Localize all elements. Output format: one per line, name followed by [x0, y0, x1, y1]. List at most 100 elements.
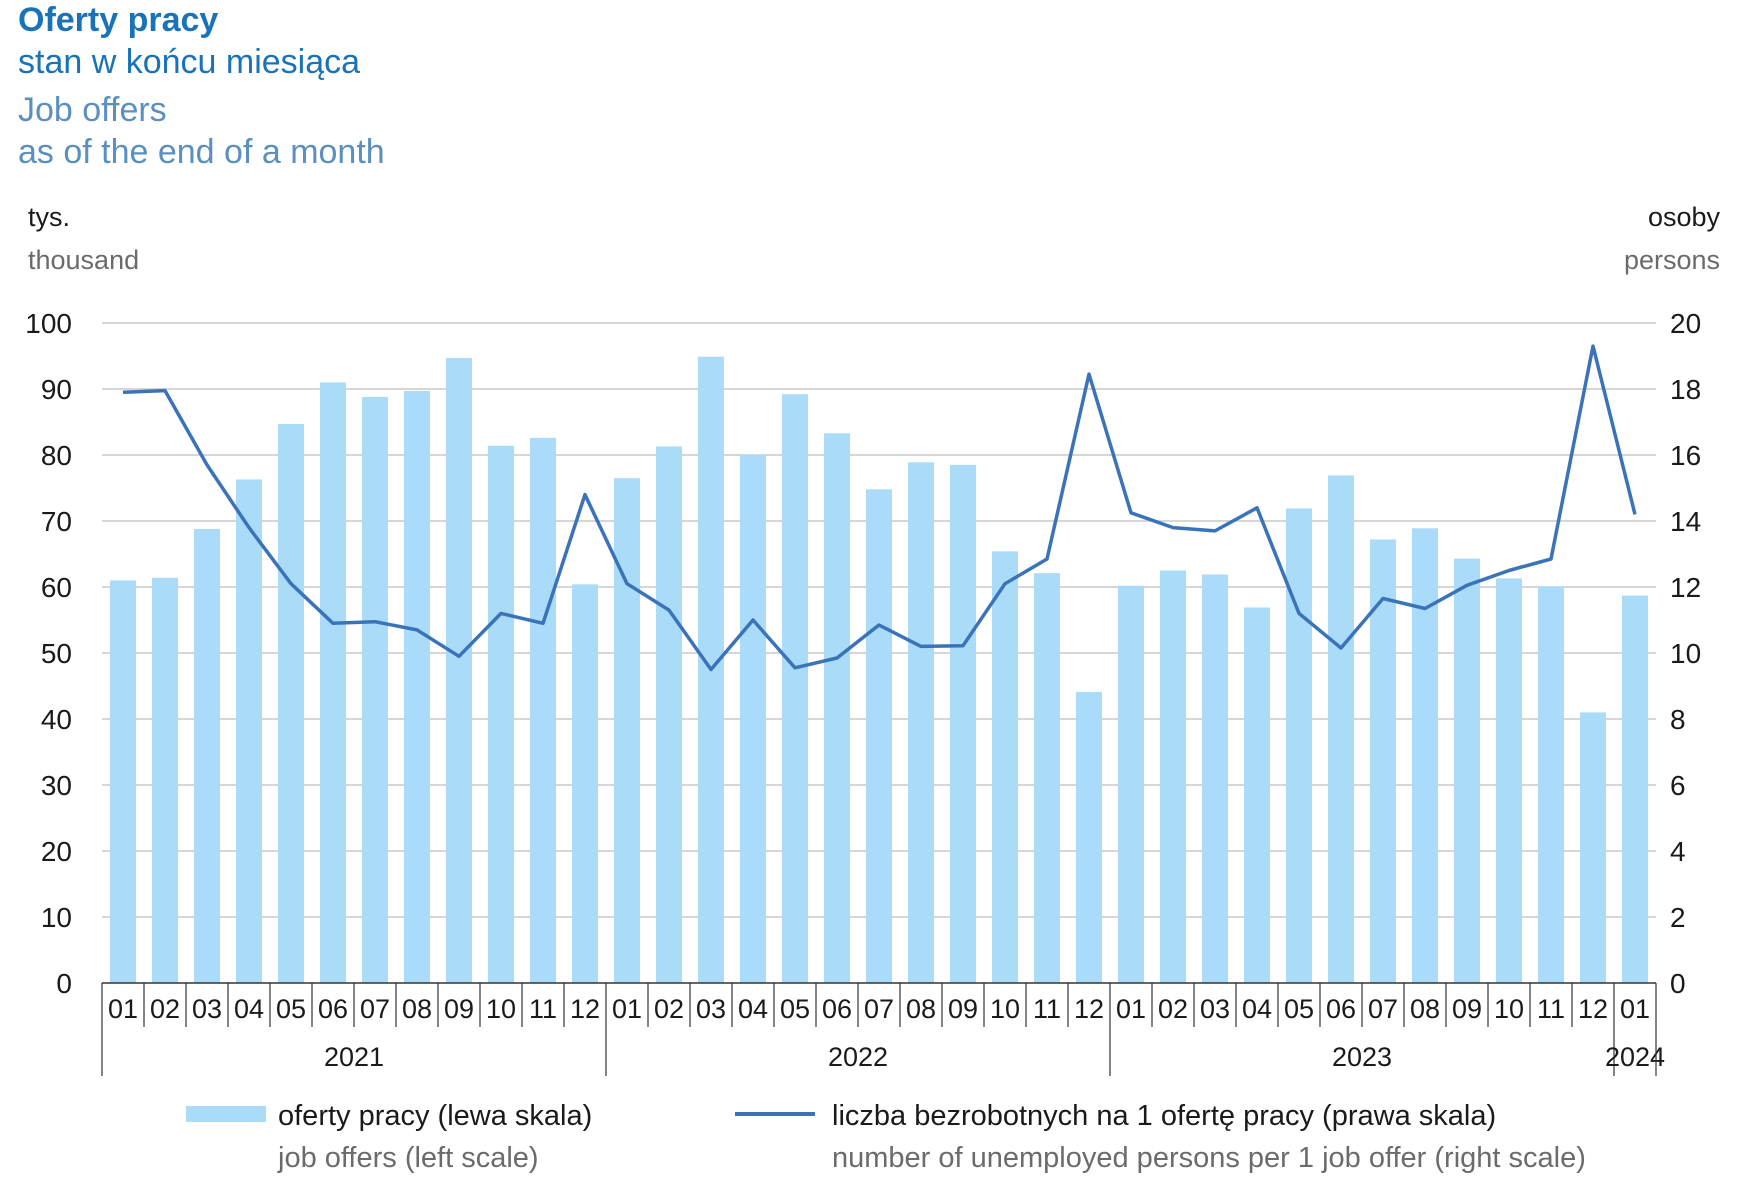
bar	[655, 446, 683, 983]
category-label: 04	[738, 994, 768, 1024]
right-axis-tick-label: 10	[1670, 638, 1701, 669]
left-axis-tick-label: 30	[41, 770, 72, 801]
chart-subtitle-en: as of the end of a month	[18, 133, 385, 171]
bar	[1579, 712, 1607, 983]
right-axis-unit-pl: osoby	[1647, 202, 1720, 232]
left-axis-tick-label: 70	[41, 506, 72, 537]
category-label: 07	[360, 994, 390, 1024]
category-label: 03	[696, 994, 726, 1024]
category-label: 07	[1368, 994, 1398, 1024]
category-label: 03	[1200, 994, 1230, 1024]
left-axis-unit-pl: tys.	[28, 202, 71, 232]
bar	[991, 551, 1019, 983]
right-axis-unit-en: persons	[1623, 245, 1720, 275]
right-axis-tick-label: 16	[1670, 440, 1701, 471]
bar	[1159, 570, 1187, 983]
bar	[739, 455, 767, 983]
legend-line-label-pl: liczba bezrobotnych na 1 ofertę pracy (p…	[832, 1100, 1497, 1132]
left-axis-tick-label: 60	[41, 572, 72, 603]
bar	[403, 390, 431, 984]
chart-title: Oferty pracy	[18, 1, 219, 39]
left-axis-tick-label: 20	[41, 836, 72, 867]
category-label: 02	[150, 994, 180, 1024]
category-label: 11	[1033, 994, 1061, 1024]
category-label: 09	[444, 994, 474, 1024]
left-axis-unit-en: thousand	[28, 245, 140, 275]
bar	[1117, 585, 1145, 983]
bar	[319, 382, 347, 983]
category-label: 01	[612, 994, 642, 1024]
bar	[1495, 578, 1523, 983]
category-label: 09	[948, 994, 978, 1024]
bar	[1327, 475, 1355, 983]
category-label: 03	[192, 994, 222, 1024]
right-axis-tick-label: 6	[1670, 770, 1686, 801]
bar	[1537, 586, 1565, 983]
left-axis-tick-label: 40	[41, 704, 72, 735]
bar	[277, 423, 305, 984]
left-axis-tick-label: 0	[56, 968, 72, 999]
bar	[1201, 574, 1229, 983]
left-axis-tick-label: 50	[41, 638, 72, 669]
right-axis-tick-label: 12	[1670, 572, 1701, 603]
bar	[781, 394, 809, 983]
legend-bars-label-en: job offers (left scale)	[278, 1142, 539, 1174]
category-label: 11	[529, 994, 557, 1024]
bar	[907, 462, 935, 983]
category-label: 01	[1116, 994, 1146, 1024]
legend-bars-label-pl: oferty pracy (lewa skala)	[278, 1100, 593, 1132]
bar	[1243, 607, 1271, 983]
category-label: 12	[570, 994, 600, 1024]
legend-line-swatch	[735, 1112, 815, 1116]
category-label: 01	[108, 994, 138, 1024]
bar	[823, 433, 851, 984]
bar	[529, 437, 557, 984]
chart-subtitle-pl: stan w końcu miesiąca	[18, 43, 361, 81]
right-axis-tick-label: 2	[1670, 902, 1686, 933]
bar	[487, 445, 515, 983]
bar	[1453, 558, 1481, 983]
bar	[109, 580, 137, 983]
left-axis-tick-label: 90	[41, 374, 72, 405]
category-label: 06	[1326, 994, 1356, 1024]
category-label: 10	[990, 994, 1020, 1024]
category-label: 05	[1284, 994, 1314, 1024]
bar	[1033, 573, 1061, 983]
year-label: 2021	[324, 1042, 384, 1072]
legend-bars-swatch	[186, 1106, 266, 1122]
bar	[235, 479, 263, 983]
bar	[865, 489, 893, 983]
chart-title-en: Job offers	[18, 91, 167, 129]
series-line	[122, 344, 1637, 672]
bar	[1369, 539, 1397, 983]
bar	[1411, 528, 1439, 983]
category-label: 07	[864, 994, 894, 1024]
category-label: 08	[1410, 994, 1440, 1024]
left-axis-tick-label: 100	[25, 308, 72, 339]
year-label: 2023	[1332, 1042, 1392, 1072]
left-axis-tick-label: 80	[41, 440, 72, 471]
category-label: 08	[906, 994, 936, 1024]
category-label: 10	[486, 994, 516, 1024]
category-label: 08	[402, 994, 432, 1024]
right-axis-tick-label: 18	[1670, 374, 1701, 405]
bar	[613, 478, 641, 983]
category-label: 05	[276, 994, 306, 1024]
right-axis-tick-label: 4	[1670, 836, 1686, 867]
bar	[151, 577, 179, 983]
category-label: 11	[1537, 994, 1565, 1024]
year-label: 2024	[1605, 1042, 1665, 1072]
category-label: 06	[822, 994, 852, 1024]
right-axis-tick-label: 14	[1670, 506, 1701, 537]
category-label: 02	[654, 994, 684, 1024]
category-label: 09	[1452, 994, 1482, 1024]
category-label: 12	[1074, 994, 1104, 1024]
bar	[193, 528, 221, 983]
bar	[445, 357, 473, 984]
right-axis-tick-label: 20	[1670, 308, 1701, 339]
bar	[571, 584, 599, 983]
bar	[361, 396, 389, 983]
category-label: 12	[1578, 994, 1608, 1024]
legend-line-label-en: number of unemployed persons per 1 job o…	[832, 1142, 1586, 1174]
bar	[1621, 595, 1649, 983]
